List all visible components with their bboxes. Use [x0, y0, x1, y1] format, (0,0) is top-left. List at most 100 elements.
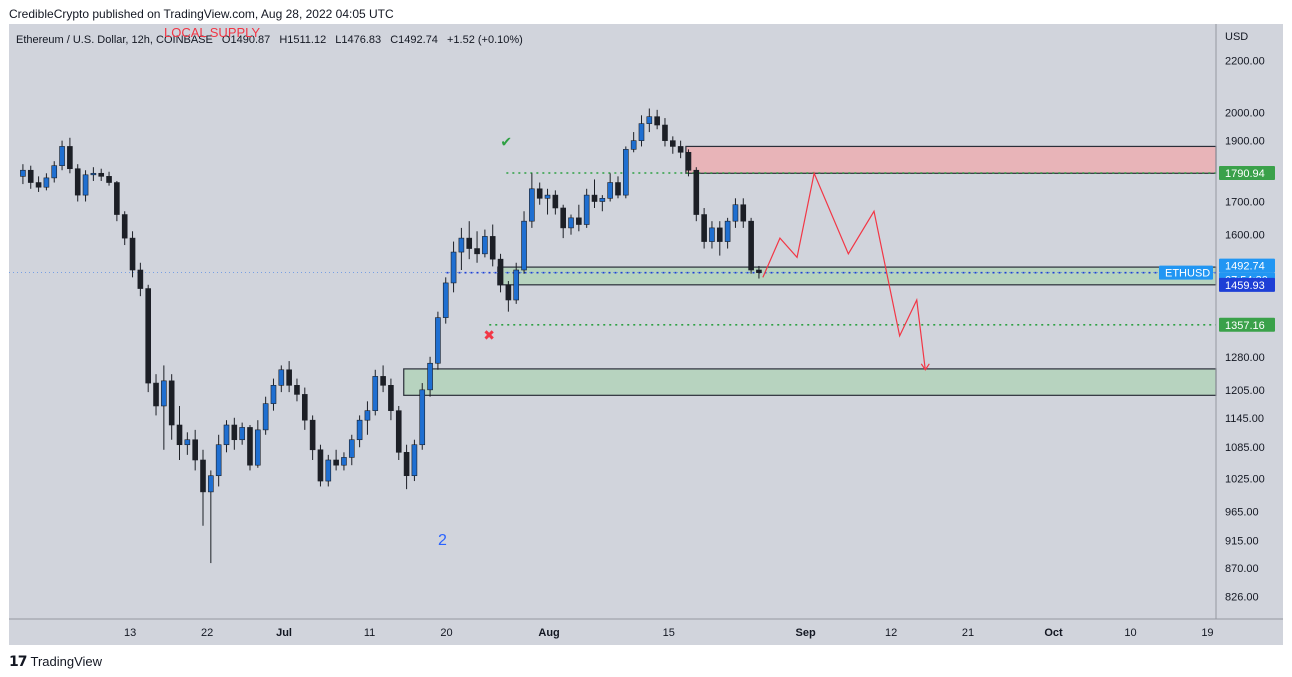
candle[interactable]: [536, 182, 543, 205]
projection-path[interactable]: [762, 171, 926, 370]
candle[interactable]: [740, 198, 747, 228]
candle[interactable]: [341, 452, 347, 471]
candle[interactable]: [646, 108, 653, 133]
candle[interactable]: [129, 231, 136, 278]
candle[interactable]: [27, 165, 34, 189]
candle[interactable]: [623, 146, 629, 199]
candle[interactable]: [427, 356, 433, 397]
candle[interactable]: [419, 383, 426, 450]
candle[interactable]: [748, 217, 754, 274]
candle[interactable]: [677, 140, 684, 159]
candle[interactable]: [529, 173, 535, 228]
candle[interactable]: [333, 449, 339, 471]
candle[interactable]: [474, 231, 480, 263]
candle[interactable]: [701, 207, 707, 249]
lower-demand-zone[interactable]: [403, 368, 1217, 396]
candle[interactable]: [286, 361, 292, 393]
candle[interactable]: [513, 262, 520, 304]
candle[interactable]: [505, 281, 512, 312]
local-supply-zone[interactable]: [685, 145, 1217, 174]
candle[interactable]: [372, 369, 379, 416]
candle[interactable]: [607, 173, 613, 202]
candle[interactable]: [716, 221, 723, 256]
candle[interactable]: [223, 420, 230, 453]
candle[interactable]: [90, 167, 97, 181]
candle[interactable]: [43, 173, 50, 191]
symbol-legend[interactable]: Ethereum / U.S. Dollar, 12h, COINBASE O1…: [16, 34, 523, 46]
candle[interactable]: [544, 188, 551, 215]
candle[interactable]: [184, 432, 191, 455]
candle[interactable]: [145, 284, 152, 393]
price-tag-blue-name[interactable]: ETHUSD: [1159, 265, 1213, 280]
candle[interactable]: [98, 168, 105, 181]
candle[interactable]: [67, 137, 73, 174]
candle[interactable]: [200, 449, 206, 526]
tradingview-logo[interactable]: 𝟭𝟳 TradingView: [9, 653, 102, 670]
candle[interactable]: [662, 118, 668, 147]
candle[interactable]: [724, 217, 731, 249]
time-axis[interactable]: 13 22 Jul 11 20 Aug 15 Sep 12 21 Oct 10 19: [124, 627, 1214, 639]
candle[interactable]: [709, 221, 715, 249]
candle[interactable]: [215, 434, 222, 487]
candle[interactable]: [654, 109, 660, 130]
candle[interactable]: [560, 204, 566, 239]
candle[interactable]: [489, 224, 496, 267]
candle[interactable]: [74, 164, 81, 202]
candle[interactable]: [756, 265, 762, 279]
price-chart[interactable]: ✔✖ 2200.002000.001900.001700.001600.0015…: [9, 24, 1283, 645]
candle[interactable]: [568, 214, 574, 235]
candle[interactable]: [121, 211, 128, 246]
candle[interactable]: [270, 378, 277, 411]
candle[interactable]: [482, 229, 488, 258]
candle[interactable]: [466, 221, 473, 260]
candle[interactable]: [255, 420, 261, 468]
candle[interactable]: [599, 195, 606, 212]
candle[interactable]: [521, 211, 527, 274]
candle[interactable]: [591, 179, 598, 208]
price-tag-green[interactable]: 1357.16: [1219, 317, 1275, 332]
candle[interactable]: [161, 365, 167, 450]
candle[interactable]: [239, 422, 245, 445]
candle[interactable]: [20, 164, 26, 185]
candle[interactable]: [583, 188, 590, 228]
candle[interactable]: [458, 227, 465, 271]
candle[interactable]: [435, 311, 441, 370]
chart-area[interactable]: ✔✖ 2200.002000.001900.001700.001600.0015…: [9, 24, 1283, 645]
candle[interactable]: [685, 149, 692, 177]
candle[interactable]: [348, 434, 355, 466]
candle[interactable]: [262, 396, 269, 435]
candle[interactable]: [411, 439, 418, 482]
candle[interactable]: [552, 190, 559, 215]
candle[interactable]: [576, 204, 582, 232]
candle[interactable]: [208, 470, 214, 564]
candle[interactable]: [153, 374, 159, 416]
price-axis[interactable]: 2200.002000.001900.001700.001600.001520.…: [1225, 55, 1265, 603]
candle[interactable]: [615, 176, 621, 199]
candle[interactable]: [388, 378, 394, 421]
price-tag-navy[interactable]: 1459.93: [1219, 277, 1275, 292]
candle[interactable]: [693, 167, 700, 222]
candle[interactable]: [669, 136, 676, 154]
candle[interactable]: [403, 444, 410, 490]
candle[interactable]: [380, 365, 386, 393]
price-tag-blue[interactable]: 1492.74: [1219, 258, 1275, 273]
candle[interactable]: [137, 262, 144, 297]
candle[interactable]: [450, 241, 457, 293]
candle[interactable]: [192, 429, 198, 471]
candle[interactable]: [442, 277, 449, 324]
mid-demand-zone[interactable]: [497, 266, 1217, 286]
candle[interactable]: [247, 425, 253, 471]
candle[interactable]: [294, 378, 300, 402]
candle[interactable]: [106, 171, 112, 186]
candle[interactable]: [114, 180, 120, 222]
candle[interactable]: [278, 365, 285, 393]
candle[interactable]: [732, 198, 739, 228]
candle[interactable]: [309, 415, 316, 461]
candle[interactable]: [356, 415, 363, 448]
candle[interactable]: [59, 140, 65, 171]
candle[interactable]: [51, 161, 58, 183]
candle[interactable]: [638, 115, 645, 147]
candle[interactable]: [168, 374, 175, 440]
candle[interactable]: [395, 405, 402, 461]
candle[interactable]: [497, 253, 504, 293]
